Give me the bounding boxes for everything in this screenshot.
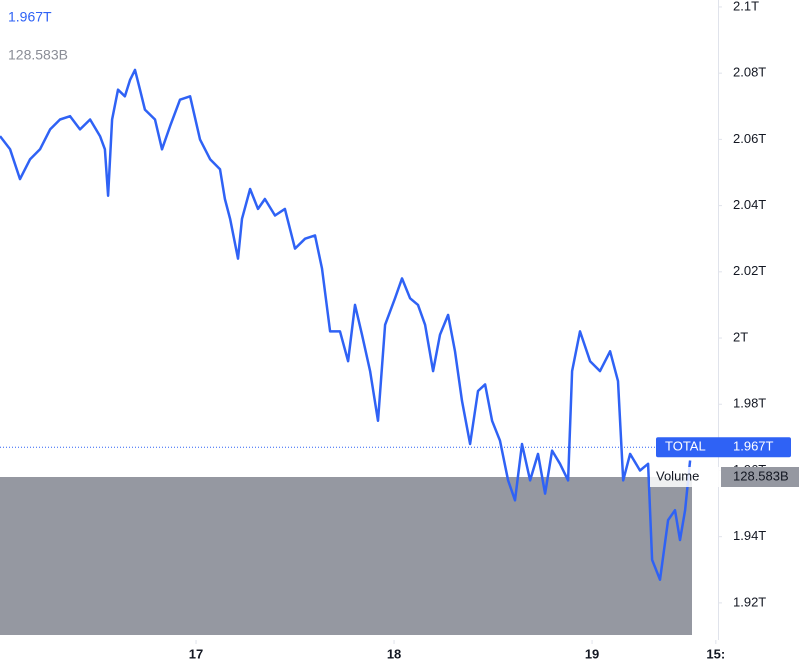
header-volume: 128.583B: [8, 47, 68, 63]
y-tick-label: 2.08T: [733, 65, 766, 80]
volume-label: 128.583B: [733, 468, 789, 483]
y-tick-label: 2.02T: [733, 263, 766, 278]
volume-tag: [721, 467, 799, 487]
x-tick-label: 18: [387, 646, 401, 661]
y-tick-label: 1.98T: [733, 396, 766, 411]
volume-tag-bg: [650, 467, 721, 487]
price-line: [0, 68, 692, 581]
last-price-label: 1.967T: [733, 439, 774, 454]
last-price-tag: [656, 437, 791, 458]
x-tick-label: 17: [189, 646, 203, 661]
y-tick-label: 1.92T: [733, 594, 766, 609]
y-tick-label: 2.06T: [733, 131, 766, 146]
series-name: TOTAL: [665, 439, 706, 454]
x-tick-label: 15:: [706, 646, 725, 661]
y-tick-label: 2T: [733, 329, 748, 344]
header-price: 1.967T: [8, 9, 52, 25]
volume-area: [0, 477, 692, 635]
volume-name: Volume: [656, 468, 699, 483]
y-tick-label: 2.1T: [733, 0, 759, 13]
y-tick-label: 2.04T: [733, 197, 766, 212]
y-tick-label: 1.94T: [733, 528, 766, 543]
x-tick-label: 19: [585, 646, 599, 661]
